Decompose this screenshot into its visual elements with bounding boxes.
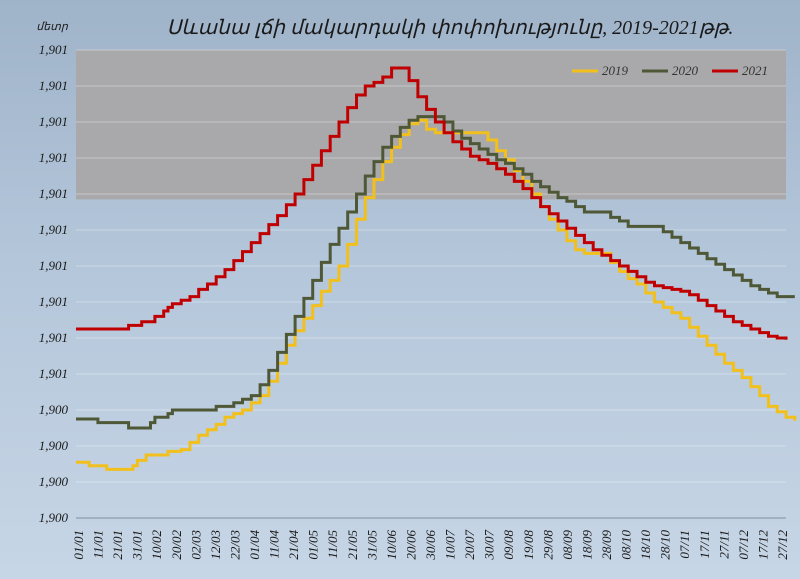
y-tick-label: 1,901 (39, 150, 68, 165)
x-tick-label: 21/05 (345, 530, 360, 560)
x-tick-label: 07/12 (736, 530, 751, 560)
x-tick-label: 22/03 (227, 530, 242, 560)
x-tick-label: 11/05 (325, 530, 340, 559)
x-tick-label: 31/05 (364, 530, 379, 561)
legend-label-2020: 2020 (672, 63, 699, 78)
x-tick-label: 27/12 (775, 530, 790, 560)
x-axis: 01/01 11/01 21/01 31/01 10/02 20/02 02/03 12/03… (71, 530, 790, 561)
x-tick-label: 08/10 (619, 530, 634, 560)
x-tick-label: 18/09 (579, 530, 594, 560)
x-tick-label: 02/03 (188, 530, 203, 560)
x-tick-label: 07/11 (677, 530, 692, 559)
gridlines (76, 49, 786, 519)
x-tick-label: 21/01 (110, 530, 125, 560)
y-tick-label: 1,901 (39, 258, 68, 273)
x-tick-label: 17/12 (755, 530, 770, 560)
x-tick-label: 30/07 (482, 530, 497, 561)
legend-label-2021: 2021 (742, 63, 768, 78)
x-tick-label: 01/05 (306, 530, 321, 560)
legend-label-2019: 2019 (602, 63, 629, 78)
y-tick-label: 1,901 (39, 294, 68, 309)
x-tick-label: 11/01 (91, 530, 106, 559)
x-tick-label: 01/01 (71, 530, 86, 560)
x-tick-label: 11/04 (267, 530, 282, 559)
x-tick-label: 08/09 (560, 530, 575, 560)
x-tick-label: 10/02 (149, 530, 164, 560)
x-tick-label: 29/08 (540, 530, 555, 560)
y-tick-label: 1,901 (39, 114, 68, 129)
series-line-2020 (76, 115, 795, 430)
x-tick-label: 12/03 (208, 530, 223, 560)
x-tick-label: 20/06 (403, 530, 418, 560)
series-line-2019 (76, 118, 797, 471)
chart-title: Սևանա լճի մակարդակի փոփոխությունը, 2019-… (167, 17, 734, 39)
x-tick-label: 09/08 (501, 530, 516, 560)
x-tick-label: 18/10 (638, 530, 653, 560)
y-tick-label: 1,901 (39, 78, 68, 93)
y-tick-label: 1,900 (39, 402, 69, 417)
x-tick-label: 28/09 (599, 530, 614, 560)
series-lines (76, 66, 797, 471)
y-tick-label: 1,901 (39, 42, 68, 57)
y-tick-label: 1,900 (39, 438, 69, 453)
x-tick-label: 27/11 (716, 530, 731, 559)
x-tick-label: 19/08 (521, 530, 536, 560)
series-line-2021 (76, 66, 788, 340)
x-tick-label: 20/02 (169, 530, 184, 560)
x-tick-label: 10/06 (384, 530, 399, 560)
x-tick-label: 17/11 (697, 530, 712, 559)
x-tick-label: 30/06 (423, 530, 438, 561)
y-tick-label: 1,900 (39, 474, 69, 489)
x-tick-label: 20/07 (462, 530, 477, 560)
y-tick-label: 1,901 (39, 330, 68, 345)
x-tick-label: 21/04 (286, 530, 301, 560)
x-tick-label: 10/07 (443, 530, 458, 560)
y-axis: 1,900 1,900 1,900 1,900 1,901 1,901 1,901 1,901… (39, 42, 69, 525)
x-tick-label: 01/04 (247, 530, 262, 560)
plot-area (76, 50, 786, 200)
y-tick-label: 1,901 (39, 222, 68, 237)
y-tick-label: 1,901 (39, 186, 68, 201)
y-tick-label: 1,900 (39, 510, 69, 525)
y-tick-label: 1,901 (39, 366, 68, 381)
x-tick-label: 28/10 (658, 530, 673, 560)
legend: 2019 2020 2021 (572, 63, 768, 78)
x-tick-label: 31/01 (130, 530, 145, 561)
y-axis-unit: մետր (36, 21, 69, 33)
